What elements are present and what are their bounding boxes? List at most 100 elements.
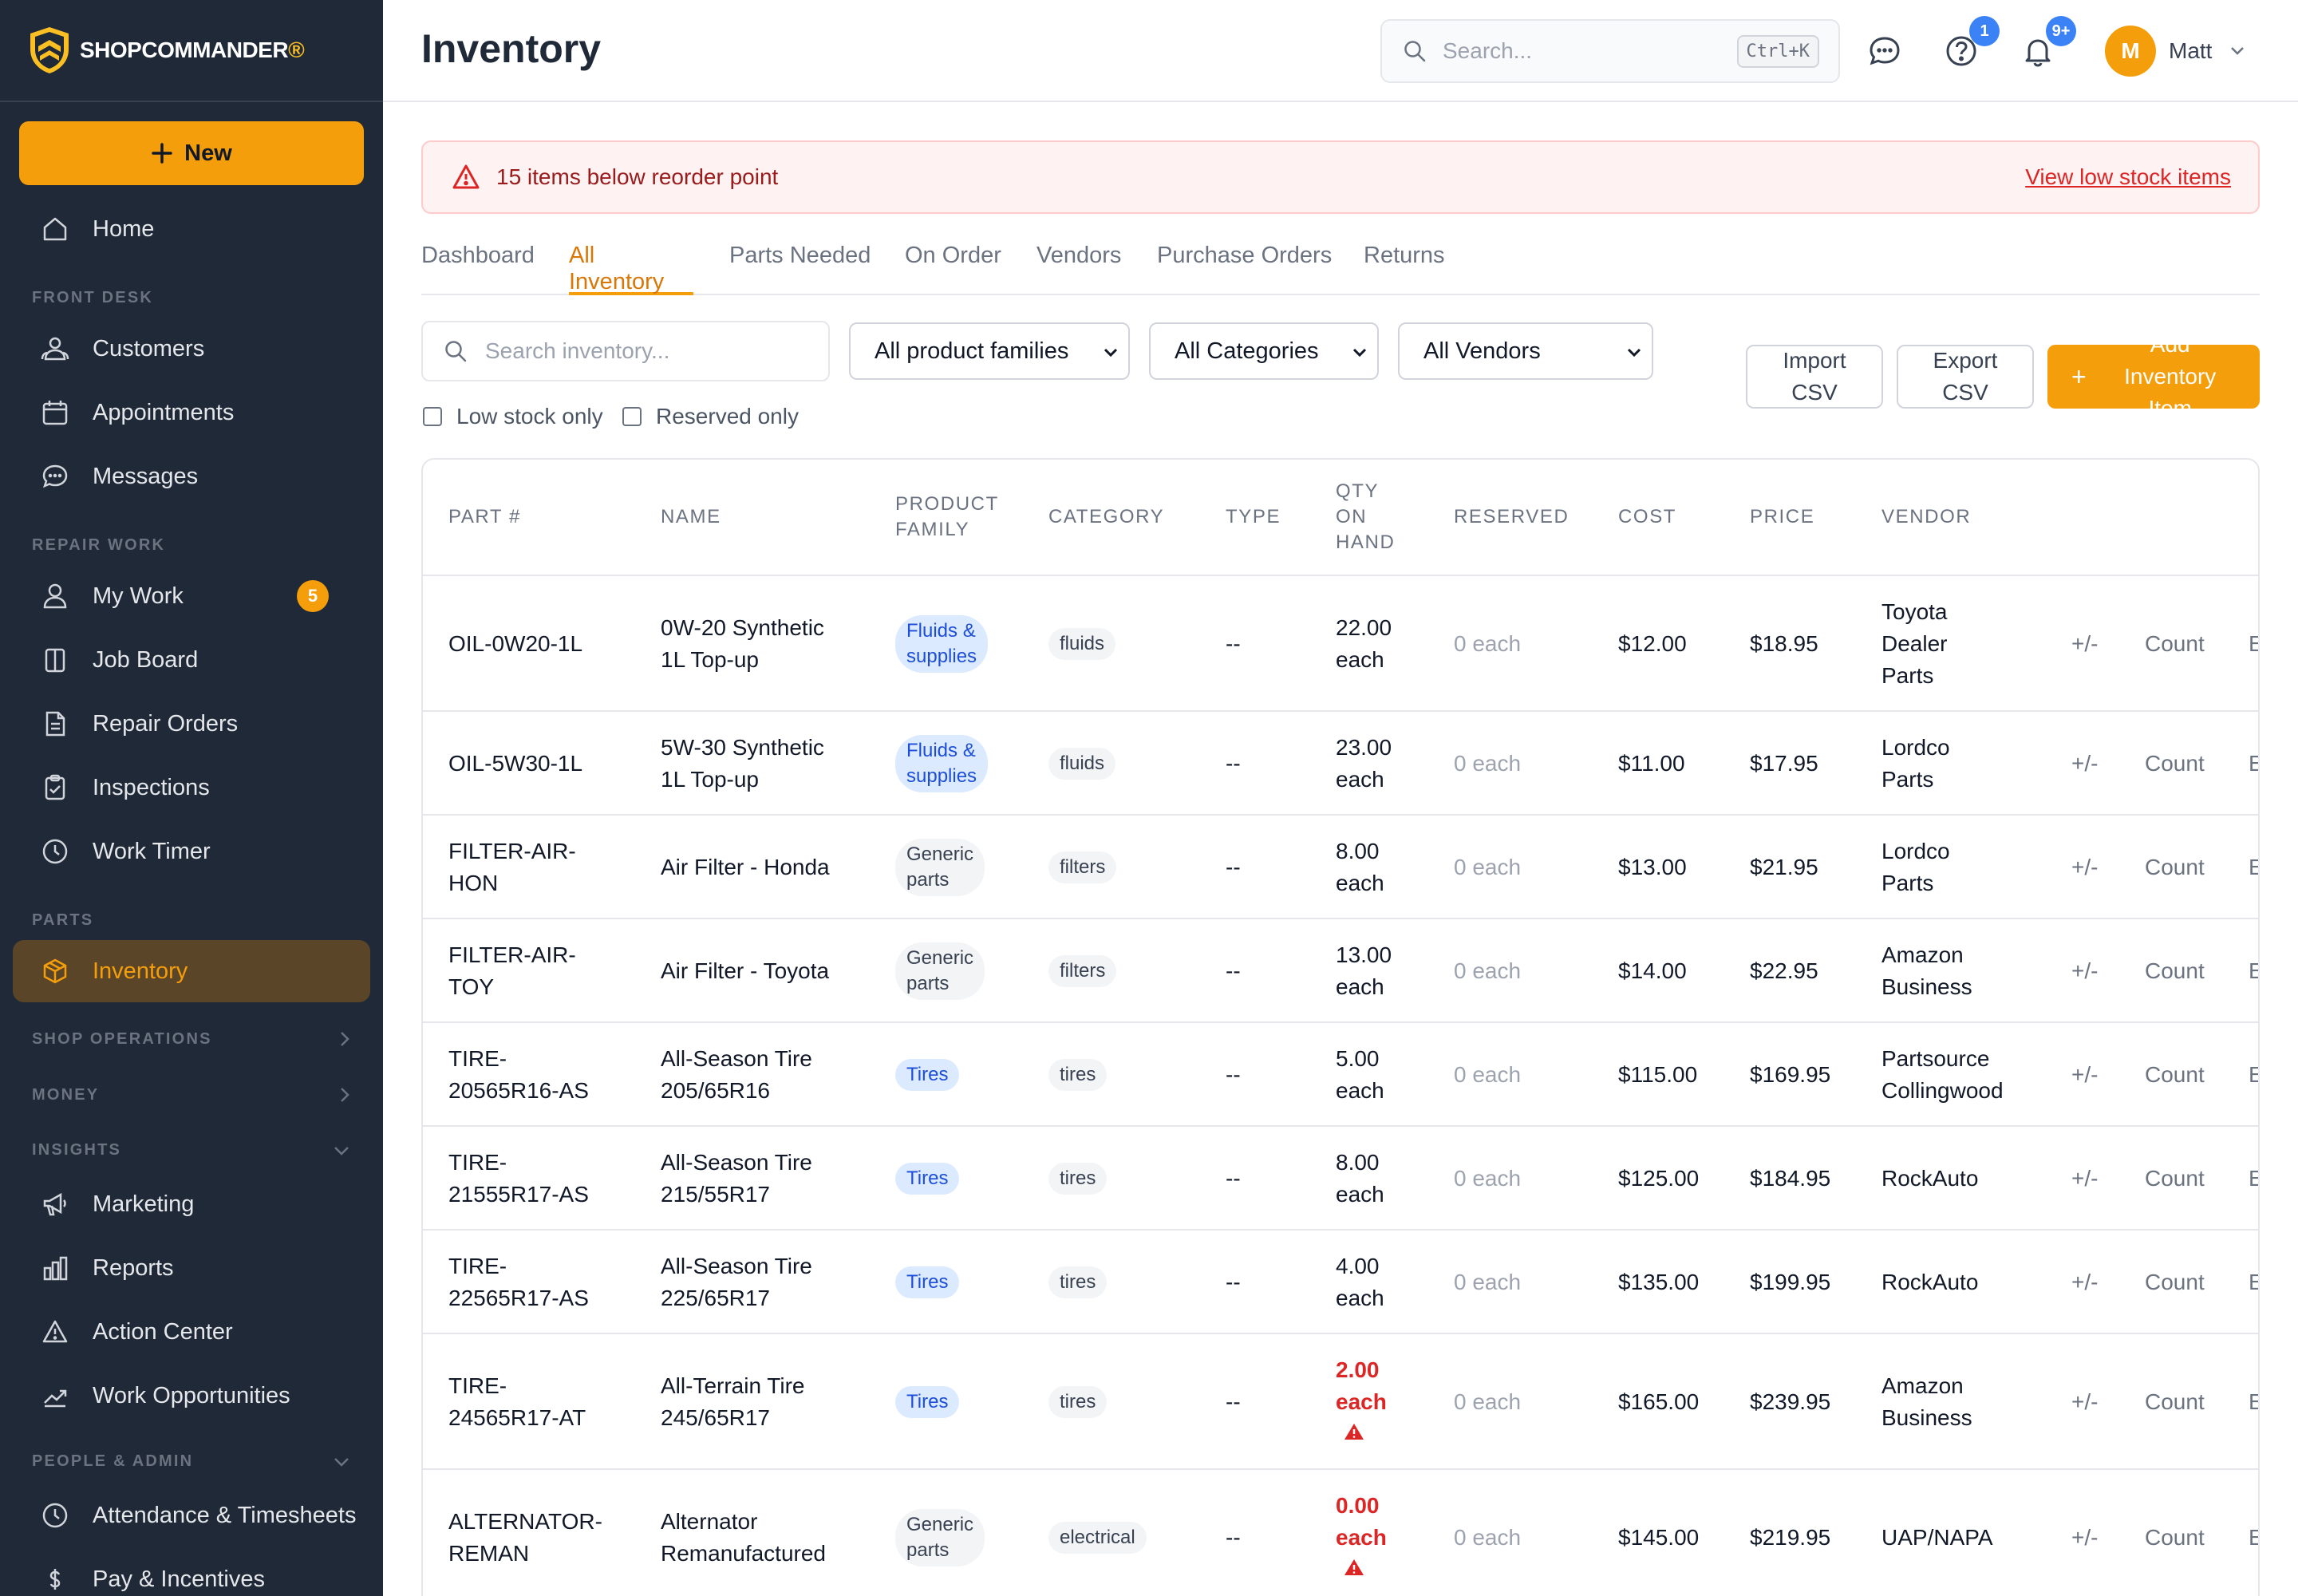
count-button[interactable]: Count: [2145, 631, 2205, 656]
item-name[interactable]: Alternator Remanufactured: [661, 1506, 826, 1570]
help-button[interactable]: 1: [1942, 16, 2000, 70]
table-row[interactable]: ALTERNATOR- REMAN Alternator Remanufactured…: [423, 1470, 2258, 1596]
checkbox-box[interactable]: [622, 407, 642, 426]
new-button[interactable]: New: [19, 121, 364, 185]
tab-purchase-orders[interactable]: Purchase Orders: [1157, 243, 1333, 268]
sidebar-item-repair-orders[interactable]: Repair Orders: [13, 693, 370, 755]
table-row[interactable]: FILTER-AIR- HON Air Filter - Honda Generic p…: [423, 816, 2258, 919]
sidebar-item-job-board[interactable]: Job Board: [13, 629, 370, 691]
sidebar-item-appointments[interactable]: Appointments: [13, 381, 370, 444]
add-inventory-item-button[interactable]: + AddInventoryItem: [2047, 345, 2260, 409]
messages-button[interactable]: [1866, 32, 1904, 70]
edit-button[interactable]: E: [2249, 958, 2258, 984]
user-name[interactable]: Matt: [2169, 38, 2213, 63]
item-name[interactable]: All-Season Tire 225/65R17: [661, 1250, 812, 1314]
item-name[interactable]: 0W-20 Synthetic 1L Top-up: [661, 612, 824, 676]
edit-button[interactable]: E: [2249, 1270, 2258, 1295]
sidebar-item-marketing[interactable]: Marketing: [13, 1173, 370, 1235]
low-stock-only-checkbox[interactable]: Low stock only: [423, 404, 603, 429]
sidebar-item-work-opportunities[interactable]: Work Opportunities: [13, 1365, 370, 1427]
sidebar-item-inspections[interactable]: Inspections: [13, 757, 370, 819]
sidebar-item-work-timer[interactable]: Work Timer: [13, 820, 370, 883]
count-button[interactable]: Count: [2145, 1389, 2205, 1414]
col-type[interactable]: TYPE: [1226, 506, 1281, 527]
sidebar-item-reports[interactable]: Reports: [13, 1237, 370, 1299]
col-name[interactable]: NAME: [661, 506, 721, 527]
item-name[interactable]: All-Season Tire 205/65R16: [661, 1043, 812, 1107]
brand-logo[interactable]: SHOPCOMMANDER®: [0, 0, 383, 102]
item-name[interactable]: 5W-30 Synthetic 1L Top-up: [661, 732, 824, 796]
sidebar-item-inventory[interactable]: Inventory: [13, 940, 370, 1002]
adjust-qty-button[interactable]: +/-: [2071, 1270, 2099, 1294]
item-name[interactable]: All-Season Tire 215/55R17: [661, 1147, 812, 1211]
inventory-search-input[interactable]: Search inventory...: [421, 321, 830, 381]
adjust-qty-button[interactable]: +/-: [2071, 1166, 2099, 1191]
section-people-admin[interactable]: PEOPLE & ADMIN: [32, 1452, 351, 1471]
count-button[interactable]: Count: [2145, 1525, 2205, 1550]
avatar[interactable]: M: [2105, 26, 2156, 77]
col-qty-on-hand[interactable]: QTY ON HAND: [1336, 480, 1396, 553]
count-button[interactable]: Count: [2145, 855, 2205, 879]
tab-vendors[interactable]: Vendors: [1036, 243, 1122, 268]
sidebar-item-customers[interactable]: Customers: [13, 318, 370, 380]
import-csv-button[interactable]: Import CSV: [1746, 345, 1883, 409]
item-name[interactable]: Air Filter - Honda: [661, 851, 830, 883]
adjust-qty-button[interactable]: +/-: [2071, 631, 2099, 656]
col-reserved[interactable]: RESERVED: [1454, 506, 1570, 527]
tab-parts-needed[interactable]: Parts Needed: [729, 243, 871, 268]
section-money[interactable]: MONEY: [32, 1085, 351, 1104]
tab-on-order[interactable]: On Order: [905, 243, 1001, 268]
col-cost[interactable]: COST: [1618, 506, 1677, 527]
global-search-input[interactable]: Search... Ctrl+K: [1380, 19, 1840, 83]
chevron-down-icon[interactable]: [2228, 41, 2247, 61]
adjust-qty-button[interactable]: +/-: [2071, 1062, 2099, 1087]
adjust-qty-button[interactable]: +/-: [2071, 855, 2099, 879]
col-vendor[interactable]: VENDOR: [1881, 506, 1972, 527]
edit-button[interactable]: E: [2249, 855, 2258, 880]
item-name[interactable]: All-Terrain Tire 245/65R17: [661, 1370, 804, 1434]
vendor-select[interactable]: All Vendors: [1398, 322, 1653, 380]
tab-returns[interactable]: Returns: [1364, 243, 1445, 268]
table-row[interactable]: OIL-0W20-1L 0W-20 Synthetic 1L Top-up Fluid…: [423, 576, 2258, 712]
section-insights[interactable]: INSIGHTS: [32, 1141, 351, 1159]
edit-button[interactable]: E: [2249, 631, 2258, 657]
item-name[interactable]: Air Filter - Toyota: [661, 955, 829, 987]
table-row[interactable]: TIRE- 20565R16-AS All-Season Tire 205/65R16…: [423, 1023, 2258, 1127]
view-low-stock-link[interactable]: View low stock items: [2025, 164, 2231, 189]
export-csv-button[interactable]: Export CSV: [1897, 345, 2034, 409]
col-category[interactable]: CATEGORY: [1048, 506, 1165, 527]
adjust-qty-button[interactable]: +/-: [2071, 1525, 2099, 1550]
adjust-qty-button[interactable]: +/-: [2071, 1389, 2099, 1414]
sidebar-item-my-work[interactable]: My Work 5: [13, 565, 370, 627]
table-row[interactable]: TIRE- 22565R17-AS All-Season Tire 225/65R17…: [423, 1231, 2258, 1334]
edit-button[interactable]: E: [2249, 1166, 2258, 1191]
sidebar-item-home[interactable]: Home: [13, 198, 370, 260]
tab-all-inventory[interactable]: All Inventory: [569, 239, 693, 295]
sidebar-item-action-center[interactable]: Action Center: [13, 1301, 370, 1363]
adjust-qty-button[interactable]: +/-: [2071, 958, 2099, 983]
section-shop-operations[interactable]: SHOP OPERATIONS: [32, 1029, 351, 1049]
edit-button[interactable]: E: [2249, 751, 2258, 776]
count-button[interactable]: Count: [2145, 751, 2205, 776]
table-row[interactable]: FILTER-AIR- TOY Air Filter - Toyota Generic…: [423, 919, 2258, 1023]
category-select[interactable]: All Categories: [1149, 322, 1379, 380]
table-row[interactable]: TIRE- 24565R17-AT All-Terrain Tire 245/65R1…: [423, 1334, 2258, 1470]
notifications-button[interactable]: 9+: [2019, 16, 2076, 70]
edit-button[interactable]: E: [2249, 1389, 2258, 1415]
sidebar-item-messages[interactable]: Messages: [13, 445, 370, 508]
count-button[interactable]: Count: [2145, 1166, 2205, 1191]
edit-button[interactable]: E: [2249, 1525, 2258, 1551]
adjust-qty-button[interactable]: +/-: [2071, 751, 2099, 776]
col-part-number[interactable]: PART #: [448, 506, 521, 527]
edit-button[interactable]: E: [2249, 1062, 2258, 1088]
count-button[interactable]: Count: [2145, 1270, 2205, 1294]
tab-dashboard[interactable]: Dashboard: [421, 243, 535, 268]
count-button[interactable]: Count: [2145, 1062, 2205, 1087]
col-product-family[interactable]: PRODUCT FAMILY: [895, 493, 999, 540]
checkbox-box[interactable]: [423, 407, 442, 426]
table-row[interactable]: TIRE- 21555R17-AS All-Season Tire 215/55R17…: [423, 1127, 2258, 1231]
product-family-select[interactable]: All product families: [849, 322, 1130, 380]
col-price[interactable]: PRICE: [1750, 506, 1815, 527]
reserved-only-checkbox[interactable]: Reserved only: [622, 404, 799, 429]
table-row[interactable]: OIL-5W30-1L 5W-30 Synthetic 1L Top-up Fluid…: [423, 712, 2258, 816]
